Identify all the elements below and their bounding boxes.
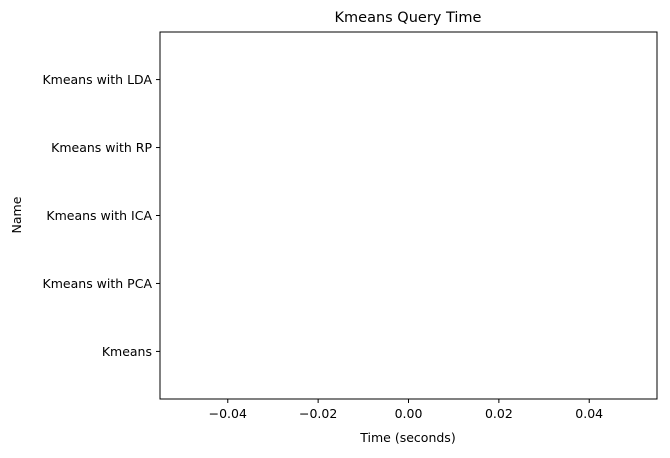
x-tick-label: −0.02 [299, 406, 337, 421]
x-axis-label: Time (seconds) [359, 430, 455, 445]
x-tick-label: 0.00 [395, 406, 423, 421]
x-tick-label: −0.04 [209, 406, 247, 421]
chart-title: Kmeans Query Time [335, 10, 482, 26]
y-ticks-group: Kmeans Kmeans with PCA Kmeans with ICA Kmea… [42, 72, 160, 359]
y-tick-label: Kmeans with PCA [43, 276, 153, 291]
x-ticks-group: −0.04 −0.02 0.00 0.02 0.04 [209, 399, 603, 421]
plot-frame [159, 31, 658, 400]
x-tick-label: 0.02 [485, 406, 513, 421]
y-tick-label: Kmeans with ICA [46, 208, 152, 223]
y-axis-label: Name [9, 196, 24, 233]
y-tick-label: Kmeans with RP [51, 140, 152, 155]
y-tick-label: Kmeans [102, 344, 152, 359]
y-tick-label: Kmeans with LDA [42, 72, 152, 87]
x-tick-label: 0.04 [575, 406, 603, 421]
